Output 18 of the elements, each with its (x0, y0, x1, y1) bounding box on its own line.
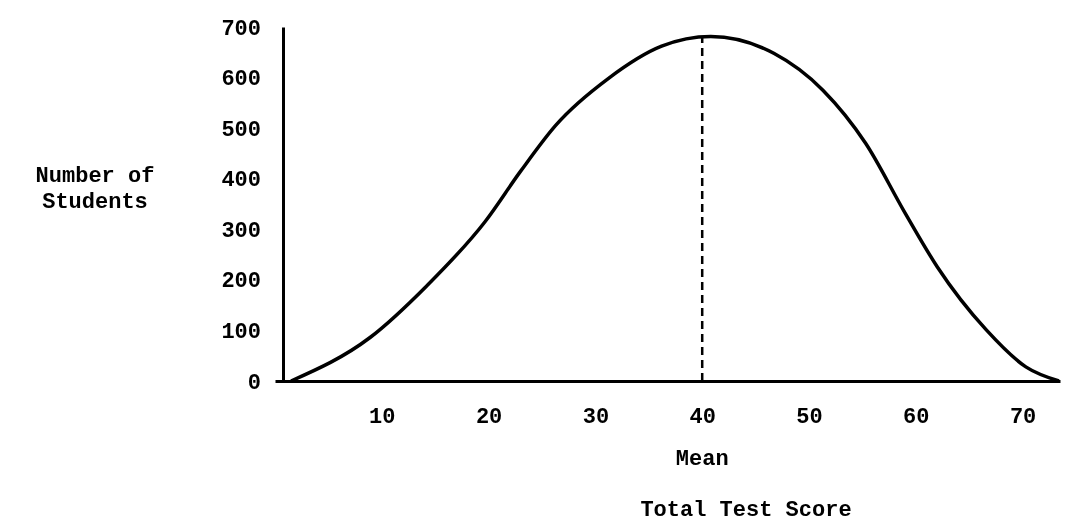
x-tick-label: 20 (475, 404, 503, 430)
x-tick-label: 40 (689, 404, 716, 430)
y-axis-title: Number of Students (35, 164, 155, 215)
x-tick-label: 30 (582, 404, 610, 430)
y-tick-label: 600 (221, 67, 261, 93)
x-axis-title: Total Test Score (640, 498, 852, 523)
y-tick-label: 100 (221, 319, 261, 345)
x-tick-label: 70 (1009, 404, 1037, 430)
x-tick-label: 50 (796, 404, 823, 430)
y-tick-label: 200 (221, 269, 261, 295)
y-tick-label: 700 (221, 16, 261, 42)
ref-line-label: Mean (675, 447, 729, 472)
x-tick-label: 60 (903, 404, 930, 430)
y-tick-label: 0 (247, 370, 261, 396)
x-tick-label: 10 (369, 404, 396, 430)
y-tick-label: 500 (221, 117, 261, 143)
y-tick-label: 400 (221, 168, 261, 194)
y-tick-label: 300 (221, 218, 261, 244)
